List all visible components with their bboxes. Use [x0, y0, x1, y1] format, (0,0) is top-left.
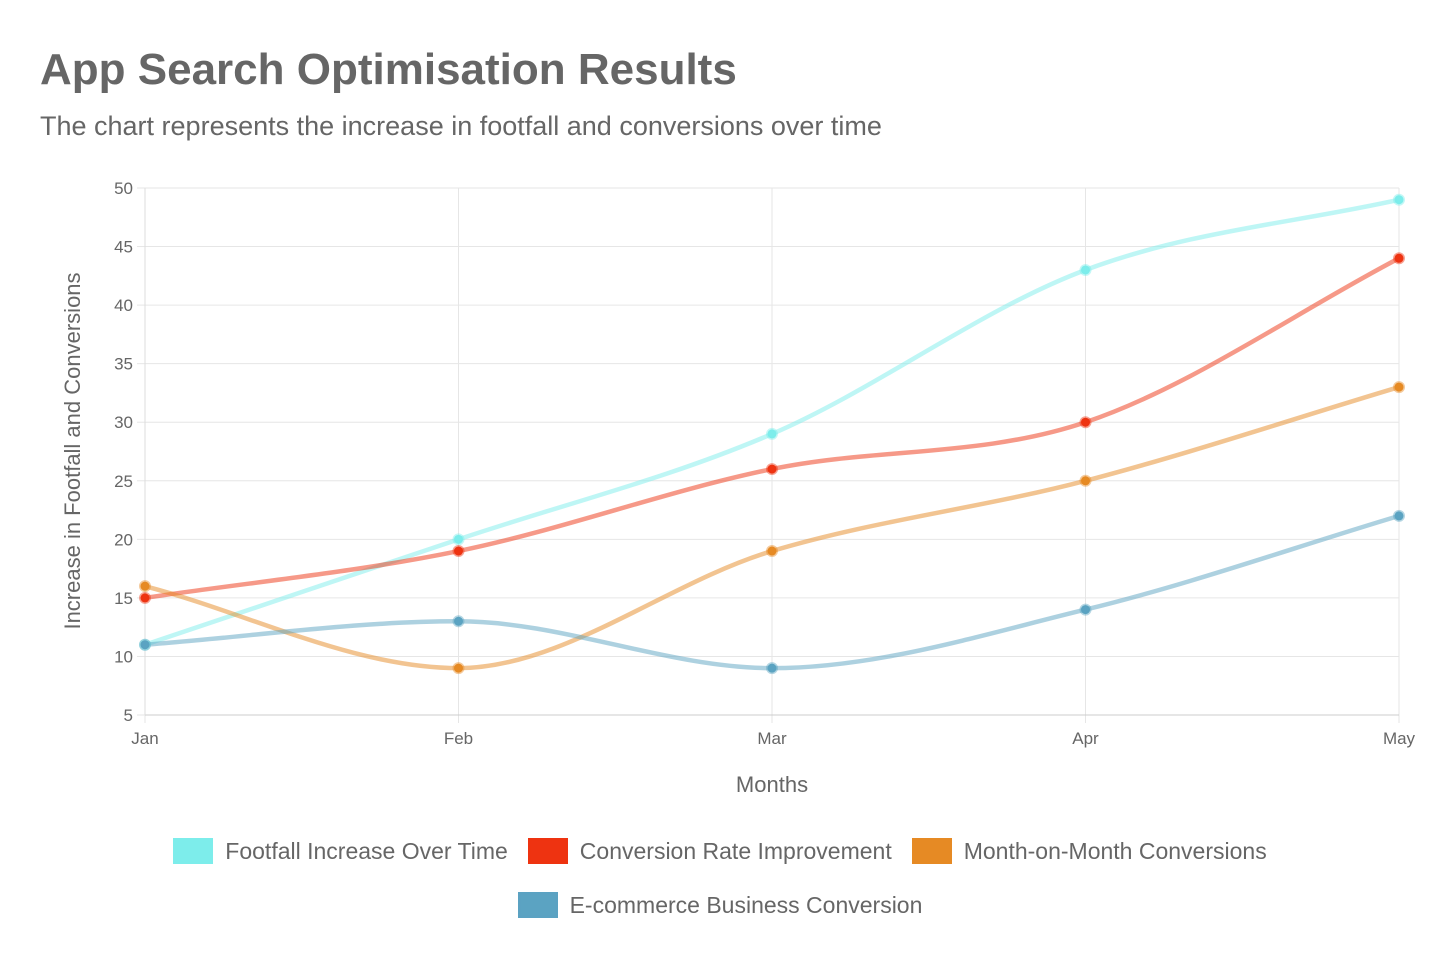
- x-tick-label: Jan: [131, 729, 158, 748]
- chart-title: App Search Optimisation Results: [40, 45, 737, 94]
- y-tick-label: 25: [114, 472, 133, 491]
- y-tick-label: 50: [114, 179, 133, 198]
- x-axis-title: Months: [736, 772, 808, 797]
- data-point: [766, 463, 778, 476]
- data-point: [452, 533, 465, 546]
- y-tick-label: 30: [114, 413, 133, 432]
- legend-item[interactable]: E-commerce Business Conversion: [517, 888, 923, 922]
- y-axis-title: Increase in Footfall and Conversions: [60, 272, 85, 629]
- data-point: [766, 545, 778, 558]
- legend-swatch: [911, 838, 952, 864]
- legend-item[interactable]: Conversion Rate Improvement: [527, 834, 892, 868]
- data-point: [139, 591, 151, 604]
- data-point: [1079, 416, 1092, 429]
- y-tick-label: 10: [114, 647, 133, 666]
- legend-item[interactable]: Footfall Increase Over Time: [173, 834, 508, 868]
- x-tick-label: Apr: [1072, 729, 1099, 748]
- data-point: [1393, 381, 1405, 394]
- data-point: [452, 615, 465, 628]
- data-point: [1079, 474, 1092, 487]
- data-point: [452, 545, 465, 558]
- legend-swatch: [517, 892, 558, 918]
- data-point: [1079, 263, 1092, 276]
- data-point: [1393, 193, 1405, 206]
- x-tick-label: Mar: [757, 729, 787, 748]
- legend: Footfall Increase Over Time Conversion R…: [40, 834, 1400, 922]
- grid: [137, 187, 1400, 723]
- legend-swatch: [527, 838, 568, 864]
- y-tick-label: 40: [114, 296, 133, 315]
- x-tick-label: Feb: [444, 729, 473, 748]
- data-point: [1079, 603, 1092, 616]
- data-point: [766, 427, 778, 440]
- y-tick-label: 35: [114, 355, 133, 374]
- y-tick-label: 15: [114, 589, 133, 608]
- legend-label: Month-on-Month Conversions: [963, 837, 1267, 864]
- data-point: [1393, 252, 1405, 265]
- data-point: [1393, 509, 1405, 522]
- data-point: [139, 580, 151, 593]
- legend-label: Footfall Increase Over Time: [225, 837, 508, 864]
- y-tick-label: 45: [114, 238, 133, 257]
- data-point: [766, 662, 778, 675]
- data-point: [139, 638, 151, 651]
- legend-label: Conversion Rate Improvement: [579, 837, 892, 864]
- legend-label: E-commerce Business Conversion: [569, 891, 923, 918]
- y-tick-label: 5: [124, 706, 133, 725]
- chart-subtitle: The chart represents the increase in foo…: [40, 111, 882, 141]
- legend-item[interactable]: Month-on-Month Conversions: [911, 834, 1267, 868]
- axes: 5 10 15 20 25 30 35 40 45 50 Jan Feb Mar Apr May: [114, 179, 1415, 748]
- legend-swatch: [173, 838, 214, 864]
- data-points: [139, 193, 1405, 675]
- x-tick-label: May: [1383, 729, 1416, 748]
- data-point: [452, 662, 465, 675]
- y-tick-label: 20: [114, 530, 133, 549]
